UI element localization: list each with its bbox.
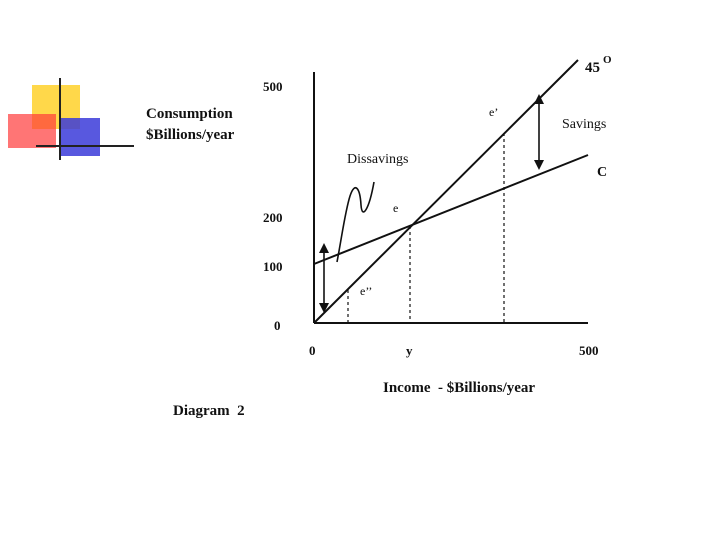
dissavings-pointer-squiggle [336,181,375,263]
deco-blue-square [60,118,100,156]
y-tick-100: 100 [263,259,283,274]
line-45-label: 45 [585,60,600,76]
point-e-label: e [393,201,398,215]
savings-label: Savings [562,117,606,132]
deco-red-square [8,114,56,148]
line-c-label: C [597,165,607,180]
line-45-degree [313,59,579,324]
x-axis-title: Income - $Billions/year [383,380,535,396]
y-axis-title-line1: Consumption [146,106,233,122]
dissavings-label: Dissavings [347,152,408,167]
consumption-line-c [313,154,589,265]
y-axis-title-line2: $Billions/year [146,127,235,143]
line-45-degree-sign: O [603,54,612,66]
y-tick-0: 0 [274,318,281,333]
x-tick-0: 0 [309,343,316,358]
x-tick-y: y [406,343,413,358]
dissavings-arrow-head-up [319,243,329,253]
savings-arrow-head-down [534,160,544,170]
point-e-double-prime-label: e’’ [360,284,372,298]
y-tick-200: 200 [263,210,283,225]
x-tick-500: 500 [579,343,599,358]
point-e-prime-label: e’ [489,105,498,119]
diagram-caption: Diagram 2 [173,403,245,419]
dissavings-arrow-head-down [319,303,329,313]
y-tick-500: 500 [263,79,283,94]
savings-arrow-head-up [534,94,544,104]
